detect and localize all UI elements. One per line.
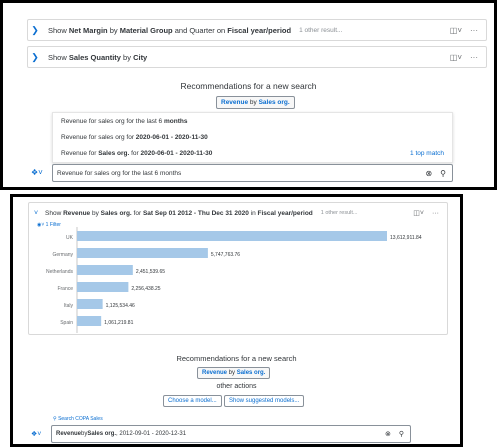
chevron-right-icon[interactable]: ❯ (31, 24, 39, 35)
category-label: Netherlands (46, 269, 73, 275)
bottom-screenshot-panel: ˅ Show Revenue by Sales org. for Sat Sep… (10, 194, 463, 447)
model-cube-icon[interactable]: ❖˅ (31, 168, 43, 177)
recommendation-chip[interactable]: Revenue by Sales org. (216, 96, 295, 109)
category-label: Spain (60, 320, 73, 326)
bar-germany[interactable] (77, 248, 208, 258)
card-title: Show Sales Quantity by City (48, 52, 148, 62)
clear-icon[interactable]: ⊗ (425, 168, 433, 178)
category-label: UK (66, 235, 74, 241)
suggestion-dropdown: Revenue for sales org for the last 6 mon… (52, 112, 453, 163)
more-options-icon[interactable]: ··· (432, 209, 439, 217)
show-suggested-models-button[interactable]: Show suggested models... (224, 395, 305, 407)
chevron-right-icon[interactable]: ❯ (31, 51, 39, 62)
result-card-sales-quantity[interactable]: ❯ Show Sales Quantity by City ◫˅ ··· (27, 46, 487, 68)
value-label: 2,451,539.65 (136, 269, 165, 275)
filter-link[interactable]: ◉˅ 1 Filter (37, 222, 61, 228)
chart-type-icon[interactable]: ◫˅ (449, 25, 462, 35)
category-label: Italy (64, 303, 74, 309)
other-results-link[interactable]: 1 other result... (299, 26, 343, 34)
model-cube-icon[interactable]: ❖˅ (31, 431, 42, 438)
suggestion-item[interactable]: Revenue for sales org for 2020-06-01 - 2… (61, 134, 208, 141)
value-label: 13,612,911.84 (390, 235, 422, 241)
search-icon[interactable]: ⚲ (440, 168, 446, 178)
category-label: France (57, 286, 73, 292)
value-label: 2,256,438.25 (131, 286, 160, 292)
result-card-net-margin[interactable]: ❯ Show Net Margin by Material Group and … (27, 19, 487, 41)
more-options-icon[interactable]: ··· (470, 25, 478, 35)
clear-icon[interactable]: ⊗ (384, 431, 391, 438)
bar-france[interactable] (77, 282, 129, 292)
category-label: Germany (52, 252, 73, 258)
value-label: 1,061,219.81 (104, 320, 133, 326)
bar-uk[interactable] (77, 231, 387, 241)
result-card-revenue: ˅ Show Revenue by Sales org. for Sat Sep… (28, 202, 448, 335)
suggestion-item[interactable]: Revenue for Sales org. for 2020-06-01 - … (61, 150, 213, 157)
search-icon[interactable]: ⚲ (398, 431, 404, 438)
bar-spain[interactable] (77, 316, 102, 326)
recommendations-title: Recommendations for a new search (180, 81, 317, 91)
bar-netherlands[interactable] (77, 265, 133, 275)
other-actions-label: other actions (216, 383, 257, 390)
chart-type-icon[interactable]: ◫˅ (449, 52, 462, 62)
top-screenshot-panel: ❯ Show Net Margin by Material Group and … (0, 0, 497, 190)
recommendation-chip[interactable]: Revenue by Sales org. (197, 367, 271, 379)
other-results-link[interactable]: 1 other result... (320, 210, 358, 216)
bar-italy[interactable] (77, 299, 103, 309)
chevron-down-icon[interactable]: ˅ (33, 209, 39, 217)
more-options-icon[interactable]: ··· (470, 52, 478, 62)
search-input[interactable]: Revenue for sales org for the last 6 mon… (52, 164, 453, 182)
choose-model-button[interactable]: Choose a model... (163, 395, 222, 407)
chart-type-icon[interactable]: ◫˅ (413, 210, 424, 217)
search-icon: ⚲ (53, 416, 59, 422)
card-title: Show Net Margin by Material Group and Qu… (48, 25, 292, 35)
value-label: 1,125,534.46 (106, 303, 135, 309)
search-model-link[interactable]: ⚲ Search COPA Sales (53, 416, 103, 422)
revenue-bar-chart: UK 13,612,911.84 Germany 5,747,763.76 Nether… (46, 227, 422, 333)
filter-icon: ◉˅ (37, 222, 46, 228)
suggestion-item[interactable]: Revenue for sales org for the last 6 mon… (61, 118, 188, 125)
recommendations-title: Recommendations for a new search (176, 354, 297, 363)
top-match-link[interactable]: 1 top match (410, 150, 444, 157)
card-title: Show Revenue by Sales org. for Sat Sep 0… (45, 209, 313, 217)
value-label: 5,747,763.76 (211, 252, 240, 258)
search-input[interactable]: Revenue by Sales org., 2012-09-01 - 2020… (51, 425, 411, 443)
